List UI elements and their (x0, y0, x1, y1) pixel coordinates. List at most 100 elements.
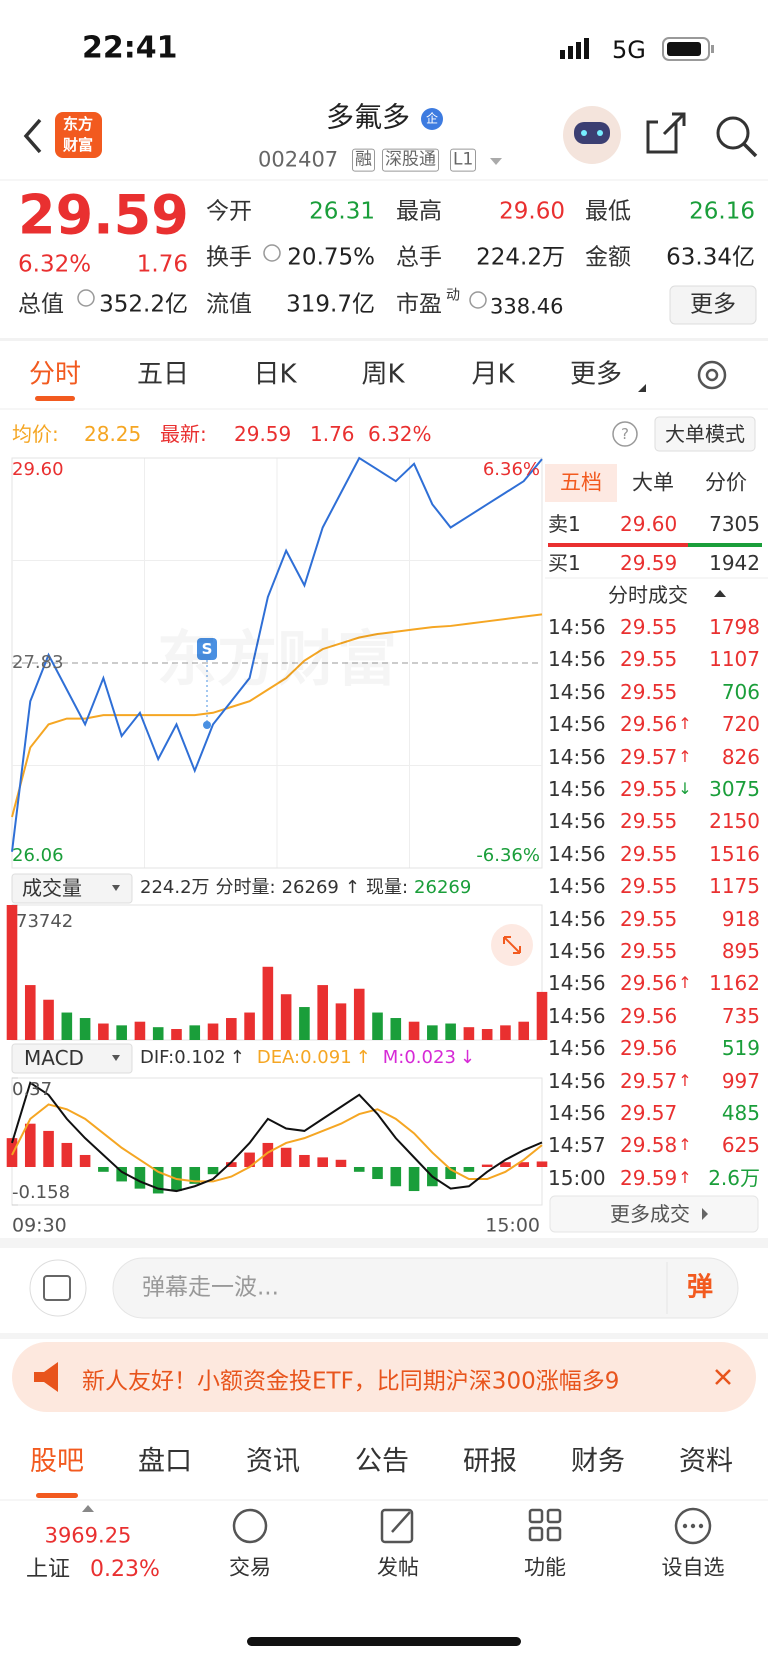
chart-tab[interactable]: 更多 (569, 359, 623, 390)
chart-tab[interactable]: 五日 (136, 359, 190, 390)
macd-bar (390, 1166, 402, 1187)
send-button[interactable]: 弹 (686, 1272, 714, 1303)
macd-bar (335, 1159, 347, 1167)
trade-time: 14:56 (548, 1101, 606, 1125)
bottom-tab[interactable]: 公告 (355, 1446, 409, 1478)
back-icon[interactable] (23, 118, 42, 154)
volume-bar (189, 1025, 201, 1040)
field-label: 流值 (206, 291, 252, 318)
help-icon[interactable] (612, 421, 638, 447)
nav-item[interactable]: 交易 (229, 1555, 271, 1580)
volume-bar (262, 966, 274, 1040)
trade-arrow: ↑ (678, 1070, 692, 1090)
trade-time: 14:56 (548, 939, 606, 963)
nav-item[interactable]: 发帖 (377, 1555, 419, 1580)
book-tab[interactable]: 分价 (705, 470, 747, 495)
info-icon (469, 291, 487, 309)
trades-title: 分时成交 (608, 583, 688, 607)
trade-arrow: ↑ (678, 1135, 692, 1155)
y-tick-label: 26.06 (12, 845, 64, 867)
trade-time: 14:56 (548, 712, 606, 737)
banner-text[interactable]: 新人友好！小额资金投ETF，比同期沪深300涨幅多9 (82, 1369, 620, 1395)
avatar-face (574, 122, 610, 144)
search-icon[interactable] (716, 116, 750, 150)
comment-input[interactable] (112, 1257, 739, 1319)
trade-volume: 997 (721, 1068, 760, 1093)
trade-volume: 625 (721, 1133, 760, 1158)
settings-icon[interactable] (697, 360, 727, 390)
avg-value: 28.25 (84, 422, 142, 446)
trade-time: 14:56 (548, 841, 606, 866)
megaphone-icon (34, 1362, 58, 1392)
volume-info: 224.2万 (140, 877, 210, 899)
bottom-tab[interactable]: 研报 (463, 1446, 517, 1478)
more-button-bg[interactable] (669, 285, 757, 325)
more-trades-bg[interactable] (549, 1195, 759, 1233)
macd-bar (98, 1166, 109, 1172)
more-trades[interactable]: 更多成交 (610, 1202, 690, 1226)
volume-bar (390, 1018, 402, 1040)
macd-info: DIF: (140, 1047, 175, 1069)
indicator-select[interactable]: MACD (24, 1046, 84, 1070)
trade-arrow: ↑ (678, 714, 692, 734)
book-volume: 1942 (709, 551, 760, 575)
marker-dot (203, 721, 211, 729)
field-value: 224.2万 (476, 244, 565, 271)
share-icon[interactable] (646, 112, 686, 154)
y-tick-label: -0.158 (12, 1182, 71, 1204)
bottom-tab[interactable]: 盘口 (138, 1446, 192, 1478)
volume-bar (299, 1007, 310, 1040)
latest-label: 最新: (160, 422, 207, 446)
help-text: ? (621, 424, 629, 443)
bottom-tab[interactable]: 财务 (571, 1446, 625, 1478)
pct-label: 6.36% (482, 459, 540, 481)
book-tab[interactable]: 大单 (632, 470, 674, 495)
avg-label: 均价: (12, 422, 59, 446)
macd-info: 0.102 (174, 1047, 226, 1069)
chart-tab[interactable]: 日K (253, 359, 297, 390)
macd-bar (481, 1164, 493, 1167)
field-value: 26.31 (309, 198, 375, 225)
dropdown-icon[interactable] (490, 158, 502, 165)
trade-time: 14:56 (548, 809, 606, 834)
macd-bar (61, 1142, 73, 1167)
trade-volume: 1107 (709, 647, 760, 672)
volume-bar (518, 1021, 530, 1040)
header-box (11, 873, 133, 904)
stock-tag: 深股通 (382, 148, 439, 172)
badge (421, 108, 443, 130)
volume-info: 26269 (414, 877, 472, 899)
volume-bar (372, 1012, 383, 1040)
volume-bar (152, 1027, 164, 1040)
banner-bg[interactable] (12, 1342, 756, 1412)
volume-bar (280, 994, 292, 1040)
macd-bar (152, 1166, 164, 1194)
nav-item[interactable]: 功能 (524, 1555, 566, 1580)
chart-tab[interactable]: 分时 (28, 359, 82, 390)
stock-code: 002407 (258, 147, 339, 172)
chart-frame (11, 904, 543, 1041)
volume-bar (244, 1012, 255, 1040)
more-button[interactable]: 更多 (690, 291, 736, 318)
trade-arrow: ↓ (678, 779, 692, 799)
mode-button-bg[interactable] (654, 416, 756, 452)
chart-tab[interactable]: 月K (471, 359, 515, 390)
bottom-tab[interactable]: 资料 (679, 1446, 733, 1478)
mode-button[interactable]: 大单模式 (665, 422, 745, 446)
field-label: 总手 (396, 244, 442, 271)
book-tab[interactable]: 五档 (560, 470, 602, 495)
nav-item[interactable]: 设自选 (661, 1555, 725, 1580)
volume-bar (445, 1023, 456, 1040)
macd-bar (207, 1166, 219, 1175)
indicator-select[interactable]: 成交量 (22, 876, 82, 900)
trade-price: 29.59 (620, 1165, 678, 1190)
volume-info: 现量: (365, 877, 409, 899)
index-change: 0.23% (90, 1556, 160, 1582)
bottom-tab[interactable]: 资讯 (246, 1446, 300, 1478)
close-icon[interactable] (715, 1369, 731, 1385)
bottom-tab[interactable]: 股吧 (30, 1446, 84, 1478)
volume-bar (207, 1023, 219, 1040)
comment-icon[interactable] (29, 1259, 87, 1317)
chart-tab[interactable]: 周K (361, 359, 405, 390)
